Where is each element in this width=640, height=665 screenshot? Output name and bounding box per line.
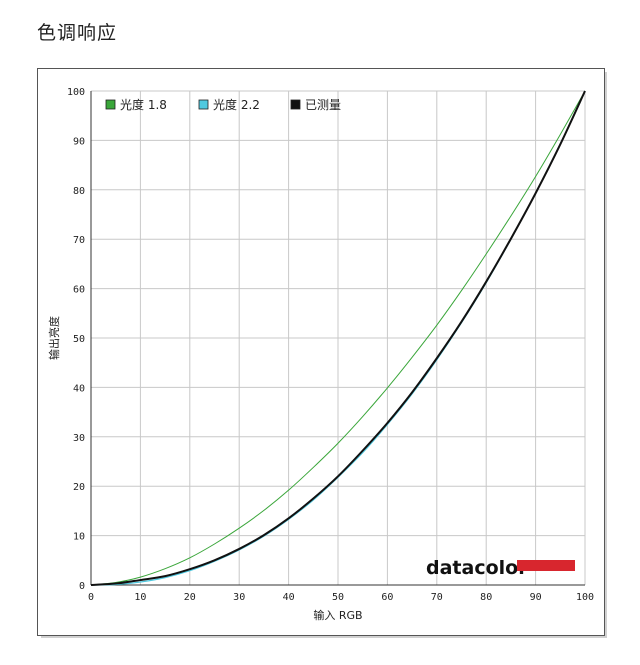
chart-axes [90, 91, 585, 586]
series-line-3 [90, 90, 586, 586]
x-axis-label: 输入 RGB [313, 608, 362, 622]
x-tick-label: 70 [431, 592, 443, 603]
y-tick-label: 50 [73, 334, 85, 345]
y-tick-label: 100 [67, 87, 85, 98]
x-tick-label: 10 [134, 592, 146, 603]
x-tick-label: 40 [283, 592, 295, 603]
series-line-1 [90, 90, 586, 586]
chart-grid [90, 90, 586, 586]
x-tick-label: 0 [88, 592, 94, 603]
chart-frame: 0 10 20 30 40 50 60 70 80 90 100 0 10 20 30 40 50 60 70 80 9… [37, 68, 605, 636]
legend-label-3: 已测量 [305, 98, 341, 112]
x-tick-label: 90 [530, 592, 542, 603]
x-tick-label: 100 [576, 592, 594, 603]
legend-swatch-2 [198, 99, 209, 110]
brand-logo-text: datacolor [426, 557, 528, 579]
chart-shadow [604, 72, 607, 638]
y-tick-label: 10 [73, 532, 85, 543]
x-tick-label: 80 [480, 592, 492, 603]
y-tick-label: 80 [73, 186, 85, 197]
legend-swatch-1 [105, 99, 116, 110]
x-tick-label: 60 [381, 592, 393, 603]
y-tick-label: 20 [73, 482, 85, 493]
chart-legend: 光度 1.8 光度 2.2 已测量 [105, 97, 341, 112]
y-tick-label: 90 [73, 136, 85, 147]
chart-shadow-bottom [41, 635, 607, 638]
page-title: 色调响应 [37, 22, 118, 44]
tone-response-chart: 0 10 20 30 40 50 60 70 80 90 100 0 10 20 30 40 50 60 70 80 9… [47, 87, 594, 622]
datacolor-logo: datacolor [426, 557, 575, 579]
y-tick-label: 0 [79, 581, 85, 592]
brand-logo-bar [517, 560, 575, 571]
y-axis-label: 输出亮度 [47, 316, 61, 360]
chart-tick-labels: 0 10 20 30 40 50 60 70 80 90 100 0 10 20 30 40 50 60 70 80 9… [67, 87, 594, 603]
legend-label-2: 光度 2.2 [213, 97, 260, 112]
y-tick-label: 70 [73, 235, 85, 246]
legend-swatch-3 [290, 99, 301, 110]
chart-series [90, 90, 586, 586]
x-tick-label: 20 [184, 592, 196, 603]
y-tick-label: 60 [73, 285, 85, 296]
x-tick-label: 50 [332, 592, 344, 603]
legend-label-1: 光度 1.8 [120, 97, 167, 112]
x-tick-label: 30 [233, 592, 245, 603]
y-tick-label: 40 [73, 383, 85, 394]
y-tick-label: 30 [73, 433, 85, 444]
